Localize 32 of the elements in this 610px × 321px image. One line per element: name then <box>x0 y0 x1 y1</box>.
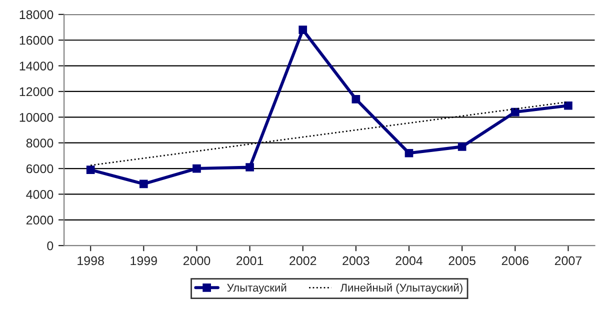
x-tick-label: 1998 <box>78 256 104 266</box>
y-tick-label: 12000 <box>20 87 54 96</box>
point <box>458 142 466 151</box>
y-tick-label: 0 <box>47 241 54 250</box>
x-tick-label: 2003 <box>342 256 370 266</box>
y-tick-label: 16000 <box>20 36 54 45</box>
legend-label: Линейный (Улытауский) <box>340 283 462 294</box>
y-tick-label: 8000 <box>26 138 54 148</box>
point <box>352 95 360 104</box>
y-tick-label: 2000 <box>26 216 54 225</box>
x-tick-label: 2000 <box>183 256 210 266</box>
point <box>86 166 95 174</box>
y-tick-label: 10000 <box>20 112 54 122</box>
x-tick-label: 2007 <box>554 256 582 266</box>
y-tick-label: 4000 <box>26 190 54 199</box>
point <box>564 101 572 110</box>
y-tick-label: 18000 <box>20 10 54 20</box>
point <box>510 108 520 116</box>
point <box>246 163 254 172</box>
x-tick-label: 1999 <box>130 256 157 266</box>
x-tick-label: 2006 <box>502 256 528 266</box>
point <box>404 148 414 158</box>
x-tick-label: 2005 <box>448 256 476 266</box>
legend-label: Улытауский <box>227 283 286 294</box>
point <box>298 26 308 34</box>
point <box>192 164 201 173</box>
y-tick-label: 14000 <box>20 62 54 70</box>
point <box>139 180 148 188</box>
x-tick-label: 2001 <box>236 256 264 266</box>
x-tick-label: 2004 <box>396 256 423 266</box>
y-tick-label: 6000 <box>26 164 54 174</box>
x-tick-label: 2002 <box>290 256 316 266</box>
